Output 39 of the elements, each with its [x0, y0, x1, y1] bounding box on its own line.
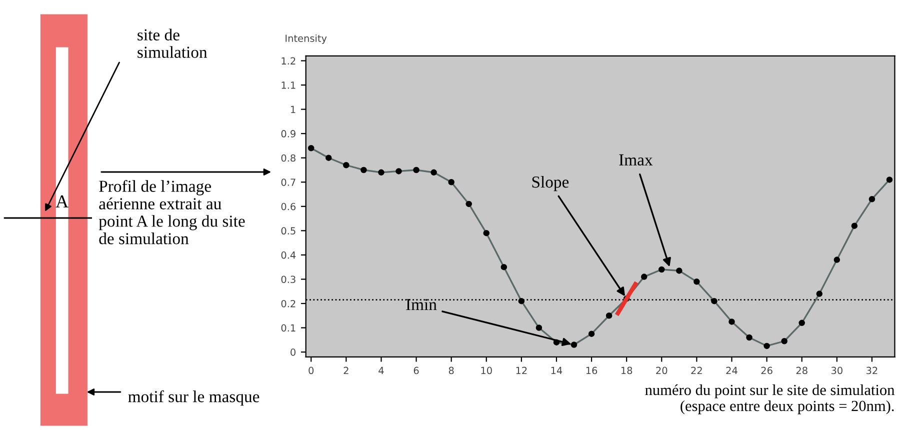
text: A	[56, 195, 68, 208]
x-tick-label: 16	[586, 366, 598, 374]
y-axis-title: Intensity	[286, 34, 327, 44]
x-tick-label: 22	[691, 366, 702, 374]
x-tick-label: 24	[726, 366, 738, 374]
annotation: Imax	[619, 154, 653, 166]
x-tick-label: 28	[796, 366, 808, 374]
x-tick-label: 18	[621, 366, 632, 374]
x-axis-title: numéro du point sur le site de simulation (espace entre deux points = 20nm).	[645, 384, 895, 414]
text: motif sur le masque	[128, 390, 260, 406]
y-tick-label: 0.7	[281, 178, 296, 186]
x-tick-label: 14	[551, 366, 562, 374]
text: Profil de l’image aérienne extrait au point A le long du site de simulation	[98, 180, 245, 244]
x-tick-label: 30	[831, 366, 842, 374]
y-tick-label: 0.3	[281, 276, 296, 284]
x-tick-label: 0	[308, 366, 314, 374]
annotation: Slope	[532, 176, 569, 192]
x-tick-label: 20	[656, 366, 668, 374]
y-tick-label: 0.9	[281, 130, 296, 138]
x-tick-label: 2	[344, 366, 348, 374]
text: site de simulation	[138, 28, 208, 58]
y-tick-label: 1.1	[282, 82, 296, 89]
y-tick-label: 0.4	[281, 251, 296, 259]
y-tick-label: 0.5	[281, 227, 296, 235]
y-tick-label: 0.2	[281, 300, 296, 308]
x-tick-label: 8	[448, 366, 454, 374]
x-tick-label: 4	[378, 366, 384, 374]
y-tick-label: 1.2	[282, 57, 296, 64]
x-tick-label: 26	[761, 366, 772, 374]
y-tick-label: 0.1	[281, 324, 296, 332]
annotation: Imin	[406, 299, 437, 310]
y-tick-label: 1	[291, 106, 296, 113]
y-tick-label: 0.6	[281, 202, 296, 210]
x-tick-label: 6	[414, 366, 419, 374]
x-tick-label: 32	[866, 366, 878, 374]
x-tick-label: 10	[481, 366, 492, 374]
y-tick-label: 0.8	[281, 154, 296, 162]
y-tick-label: 0	[290, 348, 296, 356]
x-tick-label: 12	[516, 366, 527, 374]
